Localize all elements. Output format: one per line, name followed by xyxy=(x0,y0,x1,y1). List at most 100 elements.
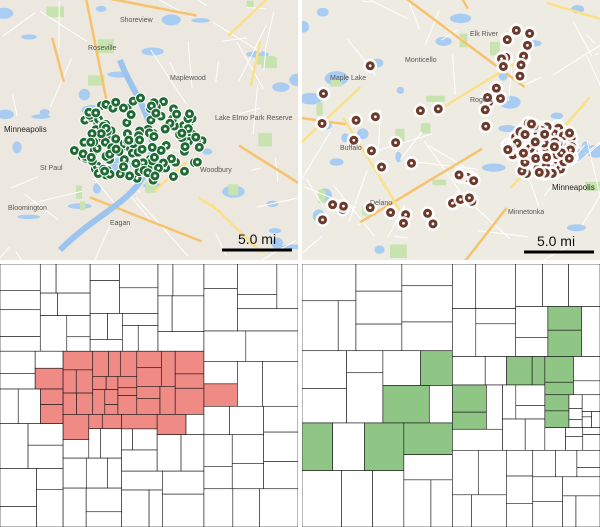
tract xyxy=(582,427,600,435)
tract xyxy=(231,434,264,464)
tract xyxy=(66,315,91,338)
marker-dot xyxy=(410,161,413,165)
water xyxy=(161,14,181,26)
tract xyxy=(471,494,507,527)
tract xyxy=(544,381,574,396)
marker-dot xyxy=(103,140,107,144)
tract xyxy=(337,300,357,352)
marker-dot xyxy=(82,140,86,144)
marker-dot xyxy=(320,122,324,125)
park xyxy=(258,133,273,147)
marker-dot xyxy=(108,152,112,156)
tract xyxy=(532,501,563,527)
water xyxy=(566,224,586,232)
tract xyxy=(203,361,238,385)
marker-dot xyxy=(121,165,125,169)
tract xyxy=(506,503,534,527)
place-label: Maplewood xyxy=(170,75,206,82)
marker-dot xyxy=(472,179,476,183)
marker-dot xyxy=(426,211,429,215)
tract xyxy=(475,323,517,357)
marker-dot xyxy=(506,148,510,152)
marker-dot xyxy=(169,157,173,161)
tract xyxy=(506,475,534,504)
highway xyxy=(109,0,197,17)
marker-dot xyxy=(515,141,519,145)
tract xyxy=(542,264,569,307)
tract xyxy=(506,449,534,477)
marker-dot xyxy=(352,138,356,142)
tract xyxy=(121,414,158,430)
marker-dot xyxy=(135,176,139,180)
marker-dot xyxy=(159,148,163,152)
tract xyxy=(237,361,263,407)
tract xyxy=(136,386,161,399)
marker-dot xyxy=(111,106,115,110)
marker-dot xyxy=(122,158,126,162)
tract xyxy=(157,295,173,332)
tract xyxy=(263,431,298,462)
tract xyxy=(161,350,176,387)
tract xyxy=(0,336,41,352)
marker-dot xyxy=(96,172,100,176)
park xyxy=(79,201,86,211)
place-label: Elk River xyxy=(470,31,499,38)
marker-dot xyxy=(161,161,165,165)
road xyxy=(221,37,248,42)
marker-dot xyxy=(97,117,101,121)
tract xyxy=(229,405,264,436)
highway xyxy=(359,147,483,224)
marker-dot xyxy=(114,100,118,104)
marker-dot xyxy=(72,149,76,153)
tract xyxy=(591,411,600,428)
road xyxy=(221,107,261,120)
highway xyxy=(464,207,508,260)
water xyxy=(268,228,282,234)
marker-dot xyxy=(545,156,548,159)
marker-dot xyxy=(501,65,505,68)
road xyxy=(215,233,227,257)
water xyxy=(141,47,164,56)
tract xyxy=(122,313,159,326)
tract xyxy=(62,392,77,415)
tract xyxy=(547,306,582,331)
marker-dot xyxy=(134,161,138,165)
tract xyxy=(452,356,486,386)
tract xyxy=(121,470,163,491)
tract xyxy=(452,494,472,527)
tract xyxy=(524,418,546,451)
tract xyxy=(515,384,546,406)
tract xyxy=(231,463,264,490)
tract xyxy=(62,414,90,440)
water xyxy=(396,86,405,94)
water xyxy=(191,18,210,23)
marker-dot xyxy=(451,201,454,205)
road xyxy=(15,251,23,260)
tract xyxy=(401,285,453,323)
marker-dot xyxy=(523,133,527,136)
tract xyxy=(237,308,298,332)
tract xyxy=(484,356,507,386)
tract xyxy=(157,264,174,297)
road xyxy=(238,24,267,83)
tract xyxy=(259,488,298,527)
tract xyxy=(0,423,29,469)
tract xyxy=(568,408,583,420)
marker-dot xyxy=(90,132,94,136)
tract xyxy=(475,264,517,309)
tract xyxy=(262,361,298,407)
tract xyxy=(203,264,238,289)
tract xyxy=(364,422,405,471)
road xyxy=(424,141,461,193)
tract xyxy=(121,489,150,527)
marker-dot xyxy=(175,112,179,116)
tract xyxy=(568,264,600,307)
tract xyxy=(85,487,122,513)
road xyxy=(251,167,262,171)
tract xyxy=(346,372,384,424)
tract xyxy=(562,476,600,497)
water xyxy=(329,158,344,166)
tract xyxy=(403,422,453,455)
tract xyxy=(452,308,477,357)
